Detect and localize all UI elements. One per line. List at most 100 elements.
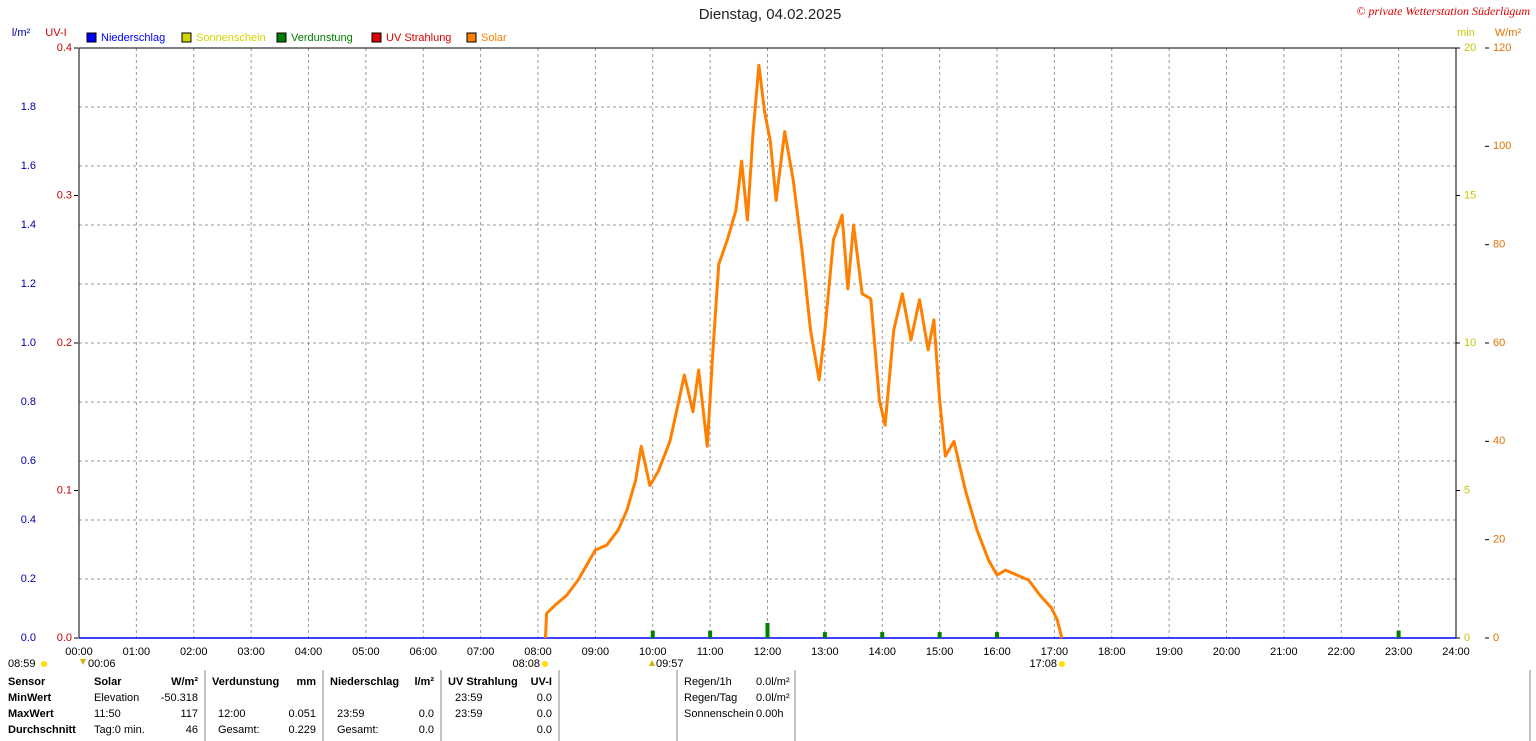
line: [543, 63, 1064, 639]
min_ticks-label: 15: [1464, 189, 1476, 201]
y-tick-label: 0.2: [21, 573, 36, 585]
x-tick-label: 07:00: [467, 646, 495, 658]
min_ticks-label: 10: [1464, 337, 1476, 349]
x-tick-label: 14:00: [868, 646, 896, 658]
table-cell: 12:00: [218, 708, 246, 720]
legend-label: Solar: [481, 32, 507, 44]
table-cell: 46: [186, 724, 198, 736]
legend-label: UV Strahlung: [386, 32, 451, 44]
y-tick-label: 1.2: [21, 278, 36, 290]
x-tick-label: 19:00: [1155, 646, 1183, 658]
legend-swatch: [86, 32, 97, 43]
y-tick-label: 1.6: [21, 160, 36, 172]
table-header: Verdunstung: [212, 676, 279, 688]
x-tick-label: 09:00: [582, 646, 610, 658]
x-tick-label: 21:00: [1270, 646, 1298, 658]
table-cell: 0.0: [537, 724, 552, 736]
bar: [995, 632, 999, 638]
x-tick-label: 03:00: [237, 646, 265, 658]
x-tick-label: 08:00: [524, 646, 552, 658]
legend-swatch: [371, 32, 382, 43]
table-cell: 23:59: [455, 708, 483, 720]
annotation: 17:08: [1029, 658, 1057, 670]
uv_ticks-label: 0.4: [57, 42, 72, 54]
table-cell: -50.318: [161, 692, 198, 704]
table-cell: 23:59: [337, 708, 365, 720]
summary-label: Regen/Tag: [684, 692, 737, 704]
summary-value: 0.00h: [756, 708, 784, 720]
x-tick-label: 15:00: [926, 646, 954, 658]
table-cell: 11:50: [94, 708, 121, 720]
y2-unit: W/m²: [1495, 27, 1522, 39]
y2ticks-label: 100: [1493, 140, 1511, 152]
annotation: 08:08: [512, 658, 540, 670]
summary-label: Regen/1h: [684, 676, 732, 688]
table-header: UV-I: [531, 676, 552, 688]
y-tick-label: 1.4: [21, 219, 36, 231]
min-unit: min: [1457, 27, 1475, 39]
min_ticks-label: 5: [1464, 484, 1470, 496]
summary-value: 0.0l/m²: [756, 692, 790, 704]
x-tick-label: 05:00: [352, 646, 380, 658]
summary-value: 0.0l/m²: [756, 676, 790, 688]
annotation: 08:59: [8, 658, 36, 670]
table-cell: 23:59: [455, 692, 483, 704]
uv_ticks-label: 0.1: [57, 484, 72, 496]
y-tick-label: 1.8: [21, 101, 36, 113]
legend-label: Niederschlag: [101, 32, 165, 44]
chart-title: Dienstag, 04.02.2025: [699, 6, 842, 23]
bar: [1396, 630, 1401, 638]
x-tick-label: 13:00: [811, 646, 839, 658]
annotation: 00:06: [88, 658, 116, 670]
table-cell: MaxWert: [8, 708, 54, 720]
table-cell: 0.0: [419, 708, 434, 720]
uv_ticks-label: 0.3: [57, 189, 72, 201]
table-header: Sensor: [8, 676, 46, 688]
table-cell: Tag:0 min.: [94, 724, 145, 736]
y-tick-label: 0.6: [21, 455, 36, 467]
bar: [765, 622, 770, 638]
table-header: UV Strahlung: [448, 676, 518, 688]
x-tick-label: 02:00: [180, 646, 208, 658]
annotation-icons: [41, 659, 1065, 667]
x-tick-label: 00:00: [65, 646, 93, 658]
x-tick-label: 12:00: [754, 646, 782, 658]
table-header: Solar: [94, 676, 122, 688]
table-header: l/m²: [414, 676, 434, 688]
table-cell: 117: [180, 708, 198, 720]
x-tick-label: 04:00: [295, 646, 323, 658]
x-tick-label: 11:00: [697, 646, 724, 658]
table-cell: Durchschnitt: [8, 724, 76, 736]
x-tick-label: 18:00: [1098, 646, 1126, 658]
table-header: W/m²: [171, 676, 198, 688]
legend-swatch: [466, 32, 477, 43]
y2ticks-label: 40: [1493, 435, 1505, 447]
table-cell: MinWert: [8, 692, 52, 704]
legend-label: Sonnenschein: [196, 32, 266, 44]
x-tick-label: 22:00: [1327, 646, 1355, 658]
x-tick-label: 06:00: [409, 646, 437, 658]
y-tick-label: 0.0: [21, 632, 36, 644]
x-tick-label: 16:00: [983, 646, 1011, 658]
uv-unit: UV-I: [45, 27, 66, 39]
table-cell: Gesamt:: [218, 724, 260, 736]
y-tick-label: 1.0: [21, 337, 36, 349]
bar: [937, 632, 942, 638]
bar: [650, 630, 655, 638]
legend-label: Verdunstung: [291, 32, 353, 44]
y-tick-label: 0.4: [21, 514, 36, 526]
uv_ticks-label: 0.0: [57, 632, 72, 644]
bar: [880, 632, 885, 638]
x-tick-label: 24:00: [1442, 646, 1470, 658]
x-tick-label: 17:00: [1041, 646, 1069, 658]
y-unit: l/m²: [12, 27, 31, 39]
legend-swatch: [276, 32, 287, 43]
table-cell: 0.0: [419, 724, 434, 736]
legend-swatch: [181, 32, 192, 43]
table-cell: Gesamt:: [337, 724, 379, 736]
x-tick-label: 10:00: [639, 646, 667, 658]
y2ticks-label: 60: [1493, 337, 1505, 349]
table-cell: 0.0: [537, 692, 552, 704]
x-tick-label: 20:00: [1213, 646, 1241, 658]
